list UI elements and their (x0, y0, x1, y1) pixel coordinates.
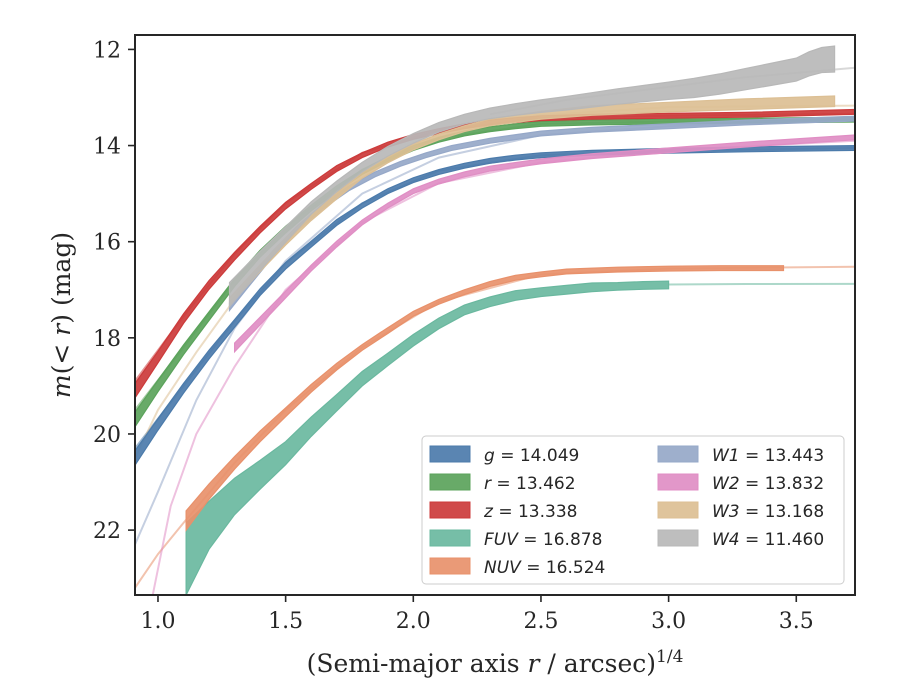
y-tick-label: 12 (93, 38, 121, 63)
legend-entry-nuv: NUV = 16.524 (429, 557, 605, 578)
legend-swatch (429, 445, 471, 463)
x-axis-title: (Semi-major axis r / arcsec)1/4 (307, 647, 684, 678)
y-tick-label: 22 (93, 519, 121, 544)
plot-frame (134, 34, 856, 596)
legend-label: z = 13.338 (483, 502, 577, 522)
legend-swatch (657, 501, 699, 519)
legend: g = 14.049 r = 13.462 z = 13.338 FUV = 16.8… (421, 435, 845, 585)
legend-swatch (429, 501, 471, 519)
y-tick-label: 16 (93, 231, 121, 256)
legend-swatch (429, 473, 471, 491)
x-tick-label: 1.0 (140, 609, 175, 634)
legend-entry-fuv: FUV = 16.878 (429, 529, 602, 550)
legend-label: FUV = 16.878 (484, 530, 602, 550)
legend-entry-z: z = 13.338 (429, 501, 577, 522)
legend-entry-w1: W1 = 13.443 (657, 445, 824, 466)
legend-entry-w4: W4 = 11.460 (657, 529, 824, 550)
legend-swatch (429, 557, 471, 575)
y-axis: 12 14 16 18 20 22 (93, 38, 135, 544)
y-tick-label: 18 (93, 327, 121, 352)
x-tick-label: 1.5 (268, 609, 303, 634)
legend-entry-w3: W3 = 13.168 (657, 501, 824, 522)
legend-entry-g: g = 14.049 (429, 445, 579, 466)
legend-swatch (657, 445, 699, 463)
x-axis: 1.0 1.5 2.0 2.5 3.0 3.5 (140, 595, 814, 634)
profile-band-w2 (234, 134, 855, 354)
profile-band-g (135, 144, 855, 467)
legend-swatch (657, 529, 699, 547)
profile-band-nuv (185, 265, 785, 532)
profile-band-w4 (228, 45, 836, 309)
series-layer (135, 45, 855, 595)
legend-label: g = 14.049 (484, 446, 579, 466)
legend-entry-w2: W2 = 13.832 (657, 473, 824, 494)
x-tick-label: 2.0 (396, 609, 431, 634)
legend-swatch (429, 529, 471, 547)
legend-label: W2 = 13.832 (712, 474, 824, 494)
legend-entry-r: r = 13.462 (429, 473, 576, 494)
extrapolation-fuv (668, 282, 855, 286)
y-tick-label: 20 (93, 423, 121, 448)
profile-band-z (135, 108, 855, 399)
x-tick-label: 2.5 (523, 609, 558, 634)
profile-band-fuv (185, 280, 670, 595)
legend-swatch (657, 473, 699, 491)
x-tick-label: 3.0 (651, 609, 686, 634)
y-axis-title: m(< r) (mag) (47, 232, 76, 398)
x-tick-label: 3.5 (779, 609, 814, 634)
legend-box (421, 435, 845, 585)
y-tick-label: 14 (93, 135, 121, 160)
legend-label: W4 = 11.460 (712, 530, 824, 550)
legend-label: W3 = 13.168 (712, 502, 824, 522)
legend-label: NUV = 16.524 (484, 558, 605, 578)
legend-label: r = 13.462 (484, 474, 576, 494)
legend-label: W1 = 13.443 (712, 446, 824, 466)
